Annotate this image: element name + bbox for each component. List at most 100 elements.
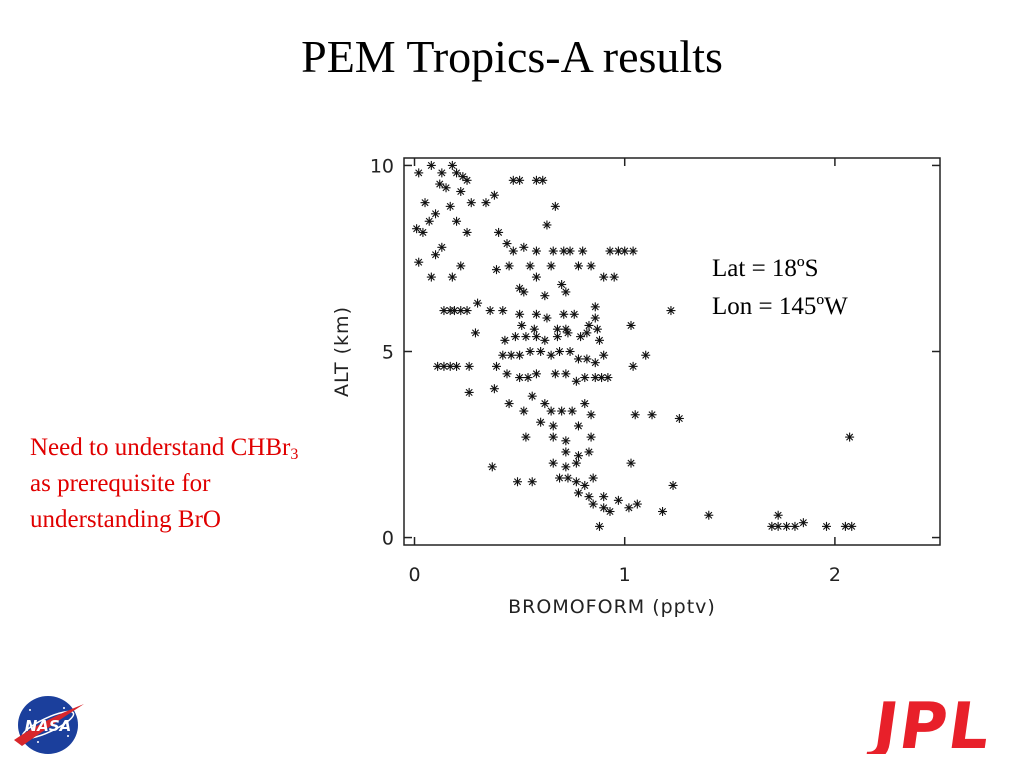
nasa-logo: NASA (14, 696, 84, 754)
data-point (536, 347, 546, 356)
data-point (555, 347, 565, 356)
data-point (424, 216, 434, 226)
data-point (546, 406, 556, 416)
data-point (439, 306, 449, 316)
data-point (504, 399, 514, 409)
data-point (773, 521, 783, 531)
data-point (437, 242, 447, 252)
x-tick-label: 0 (408, 564, 420, 586)
data-point (821, 521, 831, 531)
data-point (561, 369, 571, 379)
data-point (571, 458, 581, 468)
longitude-label: Lon = 145ºW (712, 293, 848, 320)
data-point (536, 417, 546, 427)
data-point (586, 432, 596, 442)
data-point (538, 175, 548, 185)
data-point (845, 432, 855, 442)
data-point (531, 272, 541, 282)
data-point (632, 499, 642, 509)
data-point (630, 410, 640, 420)
x-tick-label: 1 (619, 564, 631, 586)
data-point (580, 399, 590, 409)
data-point (582, 328, 592, 338)
data-point (567, 406, 577, 416)
data-point (552, 332, 562, 342)
data-point (437, 168, 447, 178)
data-point (431, 209, 441, 219)
data-point (586, 261, 596, 271)
note-subscript: 3 (290, 446, 299, 463)
data-point (494, 227, 504, 237)
note-text: Need to understand CHBr3 as prerequisite… (30, 430, 370, 538)
data-point (519, 406, 529, 416)
data-point (527, 477, 537, 487)
data-point (798, 518, 808, 528)
data-point (540, 291, 550, 301)
location-annotation: Lat = 18ºS Lon = 145ºW (712, 250, 854, 326)
data-point (594, 521, 604, 531)
data-point (542, 313, 552, 323)
data-point (504, 261, 514, 271)
data-point (666, 306, 676, 316)
data-point (489, 384, 499, 394)
data-point (414, 257, 424, 267)
data-point (546, 350, 556, 360)
data-point (584, 447, 594, 457)
slide-title: PEM Tropics-A results (301, 31, 723, 82)
data-point (519, 287, 529, 297)
latitude-label: Lat = 18ºS (712, 255, 819, 282)
data-point (464, 387, 474, 397)
data-point (561, 287, 571, 297)
data-point (462, 175, 472, 185)
note-line-3: understanding BrO (30, 506, 221, 533)
data-point (550, 369, 560, 379)
data-point (609, 272, 619, 282)
data-point (426, 160, 436, 170)
data-point (506, 350, 516, 360)
jpl-logo: JPL (865, 690, 997, 754)
data-point (590, 313, 600, 323)
data-point (586, 410, 596, 420)
scatter-plot-svg: 0 1 2 0 5 10 BROMOFORM (pptv) ALT (km) (331, 155, 941, 618)
x-tick-label: 2 (829, 564, 841, 586)
data-point (515, 309, 525, 319)
data-point (559, 309, 569, 319)
data-point (513, 477, 523, 487)
data-point (447, 272, 457, 282)
data-point (647, 410, 657, 420)
data-point (441, 183, 451, 193)
data-point (561, 462, 571, 472)
data-point (447, 160, 457, 170)
data-point (473, 298, 483, 308)
data-point (557, 406, 567, 416)
data-point (588, 499, 598, 509)
data-point (452, 168, 462, 178)
data-point (599, 272, 609, 282)
y-axis-label: ALT (km) (331, 306, 353, 397)
data-point (782, 521, 792, 531)
data-point (626, 320, 636, 330)
data-point (641, 350, 651, 360)
data-point (573, 451, 583, 461)
data-point (433, 361, 443, 371)
data-point (502, 239, 512, 249)
data-point (573, 354, 583, 364)
data-point (613, 495, 623, 505)
data-point (420, 198, 430, 208)
data-point (521, 332, 531, 342)
data-point (414, 168, 424, 178)
data-point (573, 488, 583, 498)
data-point (527, 391, 537, 401)
data-point (658, 507, 668, 517)
data-point (847, 521, 857, 531)
data-point (452, 216, 462, 226)
data-point (449, 306, 459, 316)
data-point (540, 399, 550, 409)
data-point (491, 361, 501, 371)
data-point (456, 261, 466, 271)
data-point (569, 309, 579, 319)
data-point (565, 246, 575, 256)
data-point (584, 320, 594, 330)
data-point (502, 369, 512, 379)
jpl-logo-text: JPL (865, 690, 997, 754)
